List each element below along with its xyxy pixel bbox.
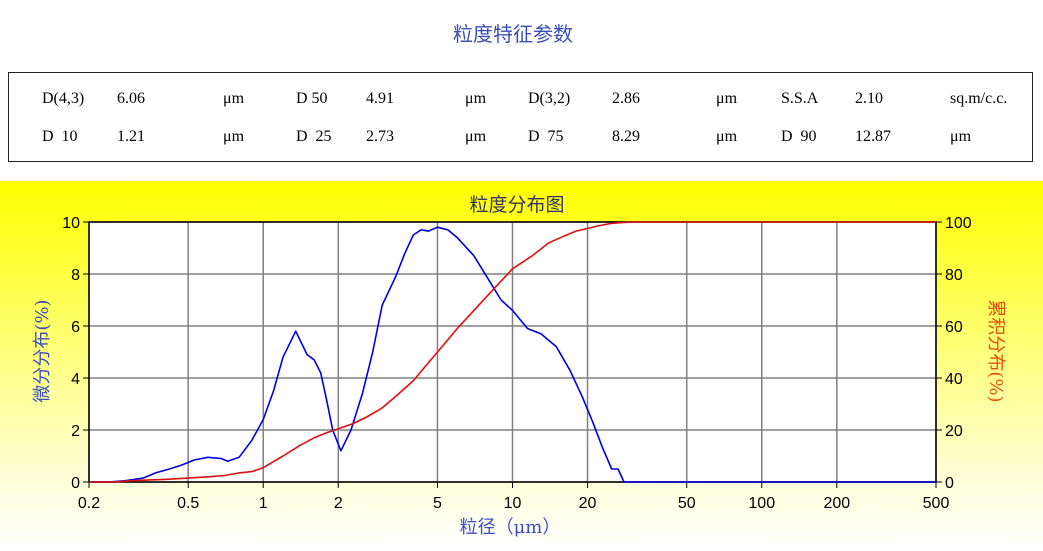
cumulative-distribution-line (89, 221, 936, 483)
param-unit: μm (950, 128, 972, 145)
x-tick-label: 20 (579, 495, 597, 512)
x-tick-label: 1 (259, 495, 268, 512)
param-label: S.S.A (781, 90, 819, 107)
y-left-tick-label: 2 (71, 423, 80, 440)
differential-distribution-line (89, 226, 936, 483)
x-tick-label: 0.2 (78, 495, 100, 512)
param-value: 12.87 (855, 128, 891, 145)
y-right-tick-label: 40 (945, 371, 963, 388)
y-left-tick-label: 8 (71, 267, 80, 284)
y-axis-left-label: 微分分布(%) (32, 299, 53, 402)
y-right-tick-label: 0 (945, 475, 954, 492)
param-label: D(3,2) (528, 90, 571, 107)
param-unit: μm (716, 90, 738, 107)
param-value: 2.10 (855, 90, 883, 107)
param-value: 4.91 (366, 90, 394, 107)
y-right-tick-label: 100 (945, 215, 972, 232)
param-value: 8.29 (612, 128, 640, 145)
y-axis-right-label: 累积分布(%) (985, 299, 1006, 402)
param-value: 6.06 (117, 90, 145, 107)
page-title: 粒度特征参数 (453, 22, 573, 46)
param-label: D(4,3) (42, 90, 85, 107)
x-tick-label: 100 (748, 495, 775, 512)
param-unit: μm (716, 128, 738, 145)
x-tick-label: 200 (823, 495, 850, 512)
y-right-tick-label: 60 (945, 319, 963, 336)
x-tick-label: 500 (923, 495, 950, 512)
param-unit: sq.m/c.c. (950, 90, 1008, 107)
particle-size-chart: 粒度分布图 0.2 0.5 1 2 5 10 20 50 100 200 5000246810020… (32, 194, 1006, 538)
x-tick-label: 50 (678, 495, 696, 512)
y-left-tick-label: 6 (71, 319, 80, 336)
param-value: 2.86 (612, 90, 640, 107)
x-tick-label: 2 (334, 495, 343, 512)
param-unit: μm (223, 128, 245, 145)
param-label: D 50 (296, 90, 328, 107)
param-value: 1.21 (117, 128, 145, 145)
param-label: D 75 (528, 128, 564, 145)
param-unit: μm (465, 90, 487, 107)
x-axis-label: 粒径（μm） (460, 517, 561, 538)
chart-panel: 粒度分布图 0.2 0.5 1 2 5 10 20 50 100 200 500 0 2 4 6 8 10 0 20… (0, 181, 1043, 547)
param-label: D 25 (296, 128, 332, 145)
plot-frame (88, 221, 937, 483)
param-label: D 90 (781, 128, 817, 145)
y-left-tick-label: 10 (62, 215, 80, 232)
chart-title: 粒度分布图 (469, 194, 564, 216)
x-tick-label: 10 (504, 495, 522, 512)
parameters-table: D(4,3) 6.06 μm D 50 4.91 μm D(3,2) 2.86 … (8, 72, 1033, 162)
y-left-tick-label: 0 (71, 475, 80, 492)
param-unit: μm (465, 128, 487, 145)
param-value: 2.73 (366, 128, 394, 145)
param-label: D 10 (42, 128, 78, 145)
param-unit: μm (223, 90, 245, 107)
x-tick-label: 5 (433, 495, 442, 512)
x-tick-label: 0.5 (177, 495, 199, 512)
y-right-tick-label: 20 (945, 423, 963, 440)
y-right-tick-label: 80 (945, 267, 963, 284)
y-left-tick-label: 4 (71, 371, 80, 388)
